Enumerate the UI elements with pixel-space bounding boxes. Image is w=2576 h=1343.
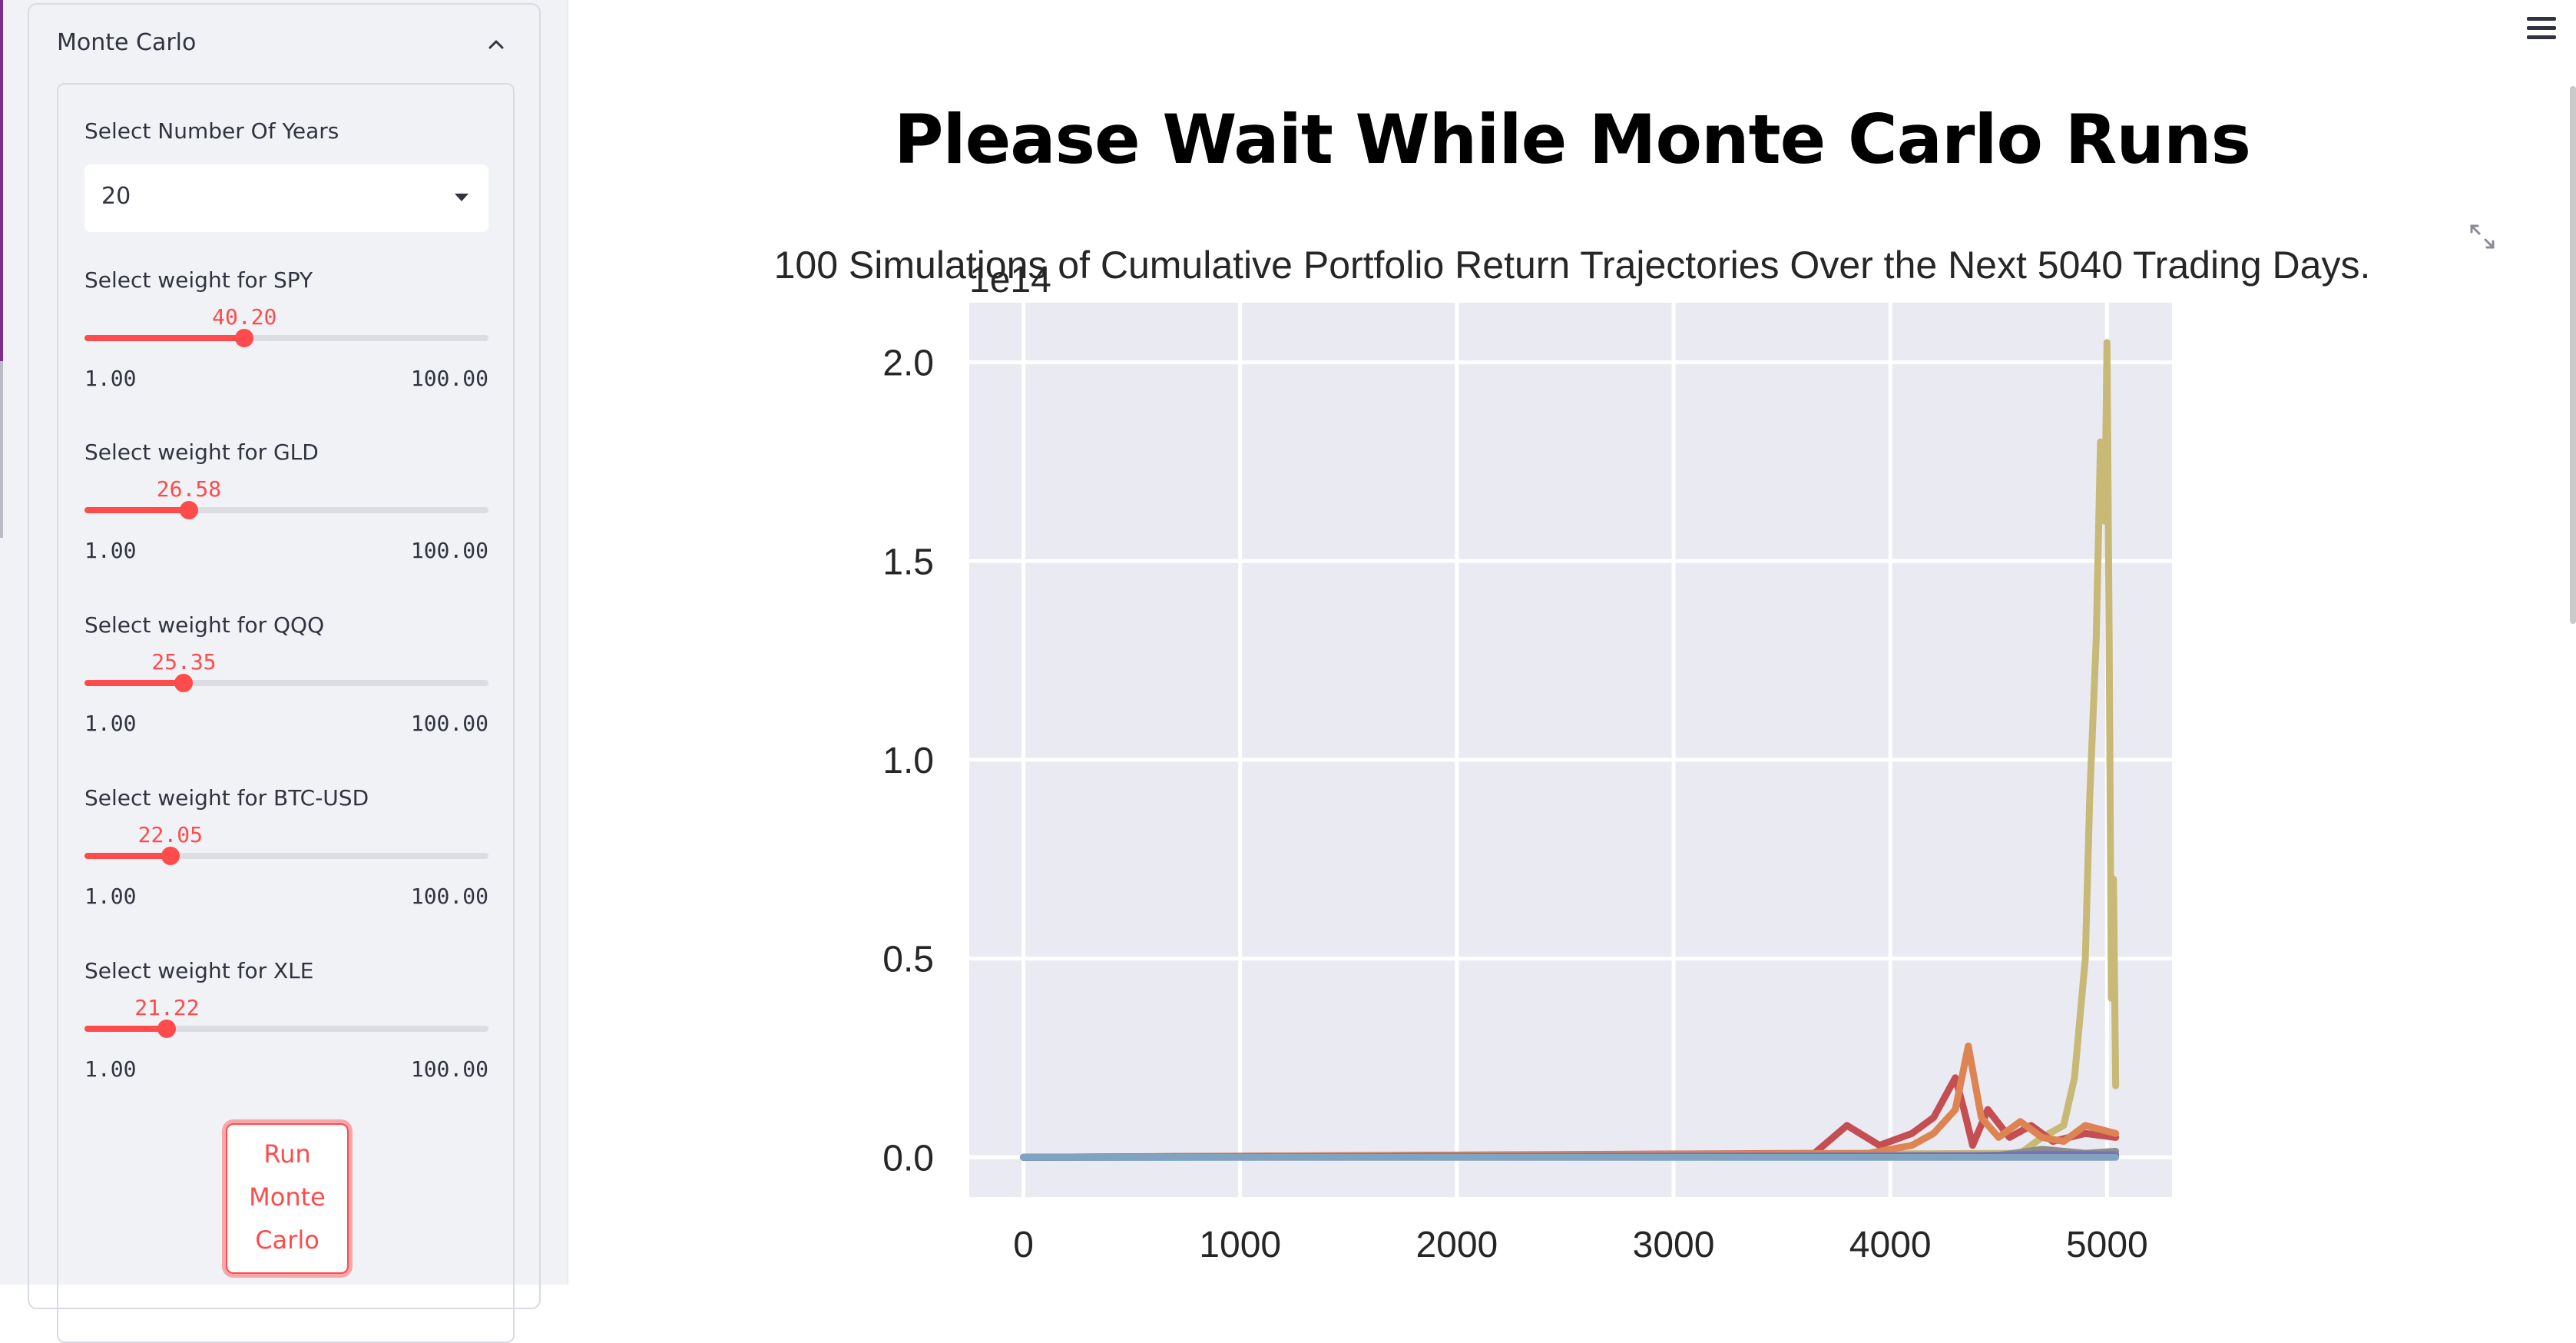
x-tick-label: 3000	[1633, 1225, 1715, 1265]
x-tick-label: 0	[1013, 1225, 1034, 1265]
slider-min: 1.00	[84, 711, 137, 736]
series-line	[1020, 1152, 2120, 1161]
slider-btc[interactable]: 22.05 1.00 100.00	[84, 822, 488, 914]
slider-track[interactable]	[84, 680, 488, 686]
hamburger-menu-icon[interactable]	[2527, 17, 2556, 41]
slider-max: 100.00	[410, 366, 488, 391]
caret-down-icon	[455, 194, 469, 201]
years-select-value: 20	[101, 183, 131, 210]
slider-track[interactable]	[84, 1026, 488, 1032]
x-tick-label: 2000	[1415, 1225, 1498, 1265]
slider-thumb[interactable]	[235, 329, 254, 347]
slider-value: 40.20	[212, 304, 277, 330]
series-line	[1020, 1042, 2120, 1161]
slider-min: 1.00	[84, 366, 137, 391]
page-title: Please Wait While Monte Carlo Runs	[893, 100, 2251, 179]
slider-value: 21.22	[134, 995, 200, 1020]
slider-max: 100.00	[410, 538, 488, 563]
slider-min: 1.00	[84, 884, 137, 909]
slider-value: 22.05	[137, 822, 203, 847]
series-line	[1020, 1074, 2120, 1161]
years-select[interactable]: 20	[84, 164, 488, 232]
series-line	[1020, 339, 2120, 1161]
button-label-line: Run	[263, 1139, 311, 1169]
years-label: Select Number Of Years	[84, 118, 339, 144]
scrollbar[interactable]	[2570, 86, 2576, 624]
slider-value: 26.58	[156, 476, 222, 502]
slider-fill	[84, 335, 245, 341]
slider-track[interactable]	[84, 853, 488, 859]
slider-spy[interactable]: 40.20 1.00 100.00	[84, 304, 488, 396]
chevron-up-icon[interactable]	[485, 34, 507, 55]
y-tick-label: 1.0	[882, 741, 934, 781]
x-tick-label: 1000	[1199, 1225, 1281, 1265]
slider-max: 100.00	[410, 711, 488, 736]
slider-track[interactable]	[84, 335, 488, 341]
expander-title[interactable]: Monte Carlo	[57, 29, 197, 56]
y-tick-label: 2.0	[882, 343, 934, 384]
slider-thumb[interactable]	[157, 1020, 177, 1038]
chart-title: 100 Simulations of Cumulative Portfolio …	[773, 244, 2371, 287]
window-edge	[0, 0, 3, 361]
plot-area	[969, 303, 2172, 1197]
window-edge	[0, 361, 3, 538]
fullscreen-icon[interactable]	[2468, 223, 2496, 250]
button-label-line: Carlo	[255, 1225, 320, 1255]
x-tick-label: 5000	[2066, 1225, 2148, 1265]
slider-fill	[84, 680, 184, 686]
x-tick-label: 4000	[1849, 1225, 1932, 1265]
slider-fill	[84, 1026, 167, 1032]
slider-fill	[84, 853, 171, 859]
run-monte-carlo-button[interactable]: Run Monte Carlo	[226, 1123, 349, 1274]
slider-label-btc: Select weight for BTC-USD	[84, 785, 369, 811]
slider-thumb[interactable]	[174, 674, 194, 692]
slider-min: 1.00	[84, 1056, 137, 1082]
slider-label-qqq: Select weight for QQQ	[84, 612, 325, 638]
y-tick-label: 0.5	[882, 940, 934, 980]
slider-xle[interactable]: 21.22 1.00 100.00	[84, 995, 488, 1087]
button-label-line: Monte	[249, 1182, 326, 1212]
slider-qqq[interactable]: 25.35 1.00 100.00	[84, 649, 488, 741]
slider-max: 100.00	[410, 1056, 488, 1082]
slider-label-xle: Select weight for XLE	[84, 958, 314, 983]
slider-thumb[interactable]	[161, 847, 180, 865]
slider-gld[interactable]: 26.58 1.00 100.00	[84, 476, 488, 569]
series-line	[1020, 1146, 2120, 1161]
slider-max: 100.00	[410, 884, 488, 909]
slider-min: 1.00	[84, 538, 137, 563]
series-line	[1020, 1150, 2120, 1161]
slider-value: 25.35	[151, 649, 217, 675]
sidebar: Monte Carlo Select Number Of Years 20 Se…	[0, 0, 568, 1343]
slider-thumb[interactable]	[179, 501, 198, 519]
slider-track[interactable]	[84, 507, 488, 513]
slider-label-spy: Select weight for SPY	[84, 267, 313, 293]
slider-fill	[84, 507, 189, 513]
y-tick-label: 1.5	[882, 542, 934, 582]
y-tick-label: 0.0	[882, 1138, 934, 1179]
slider-label-gld: Select weight for GLD	[84, 439, 319, 465]
